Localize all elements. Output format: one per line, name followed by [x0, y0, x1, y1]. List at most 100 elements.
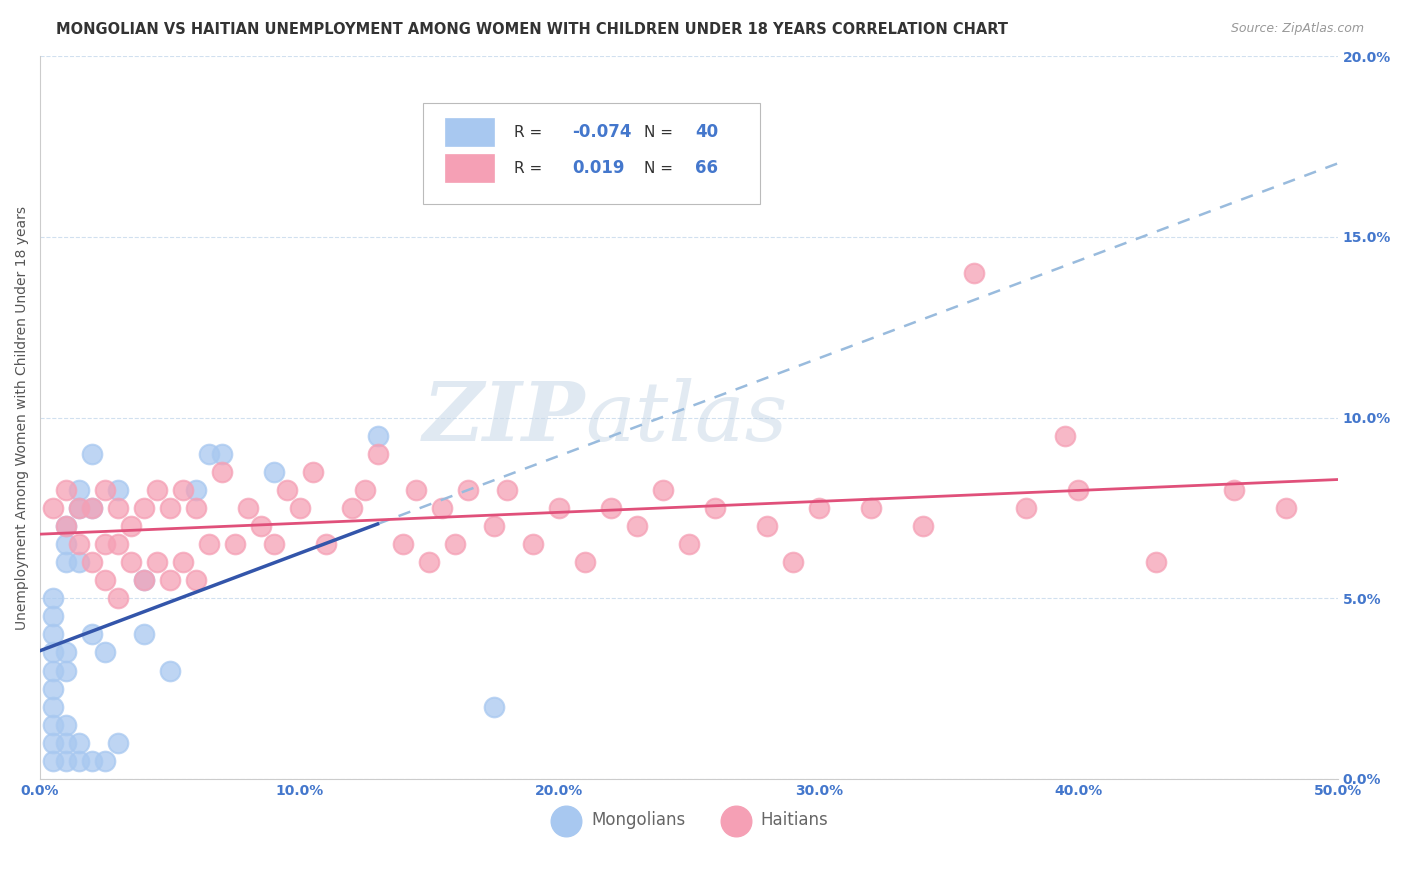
Text: Source: ZipAtlas.com: Source: ZipAtlas.com	[1230, 22, 1364, 36]
Point	[67, 555, 90, 569]
Point	[55, 645, 77, 659]
Text: MONGOLIAN VS HAITIAN UNEMPLOYMENT AMONG WOMEN WITH CHILDREN UNDER 18 YEARS CORRE: MONGOLIAN VS HAITIAN UNEMPLOYMENT AMONG …	[56, 22, 1008, 37]
Point	[55, 519, 77, 533]
Point	[67, 537, 90, 551]
Point	[263, 465, 285, 479]
Text: R =: R =	[513, 125, 547, 139]
Y-axis label: Unemployment Among Women with Children Under 18 years: Unemployment Among Women with Children U…	[15, 205, 30, 630]
Point	[55, 519, 77, 533]
Point	[107, 736, 129, 750]
Point	[184, 483, 207, 497]
Point	[755, 519, 778, 533]
Point	[42, 627, 65, 641]
Point	[366, 447, 388, 461]
Point	[80, 754, 103, 768]
Point	[548, 500, 571, 515]
Point	[249, 519, 271, 533]
Point	[42, 736, 65, 750]
Point	[159, 500, 181, 515]
Point	[600, 500, 623, 515]
Point	[132, 573, 155, 587]
Point	[55, 754, 77, 768]
Point	[366, 428, 388, 442]
Point	[172, 555, 194, 569]
Point	[159, 664, 181, 678]
Point	[484, 519, 506, 533]
Point	[678, 537, 700, 551]
Text: N =: N =	[644, 125, 678, 139]
Point	[42, 500, 65, 515]
Point	[55, 664, 77, 678]
Point	[1144, 555, 1167, 569]
Point	[340, 500, 363, 515]
Point	[457, 483, 479, 497]
Point	[94, 537, 117, 551]
Point	[574, 555, 596, 569]
Point	[80, 555, 103, 569]
Point	[55, 555, 77, 569]
Point	[42, 754, 65, 768]
FancyBboxPatch shape	[423, 103, 761, 204]
Point	[911, 519, 934, 533]
Point	[132, 500, 155, 515]
Point	[1067, 483, 1090, 497]
Point	[276, 483, 298, 497]
Text: R =: R =	[513, 161, 547, 176]
Point	[288, 500, 311, 515]
Point	[80, 447, 103, 461]
Text: 66: 66	[696, 159, 718, 178]
Point	[80, 627, 103, 641]
Point	[42, 699, 65, 714]
Point	[67, 754, 90, 768]
Point	[184, 573, 207, 587]
Text: N =: N =	[644, 161, 678, 176]
Point	[94, 483, 117, 497]
Point	[80, 500, 103, 515]
Point	[782, 555, 804, 569]
Point	[432, 500, 454, 515]
Point	[42, 664, 65, 678]
Point	[94, 573, 117, 587]
Point	[807, 500, 830, 515]
Point	[107, 537, 129, 551]
Point	[42, 591, 65, 606]
Point	[120, 555, 142, 569]
Point	[146, 555, 169, 569]
Text: atlas: atlas	[585, 377, 787, 458]
Point	[159, 573, 181, 587]
Point	[703, 500, 725, 515]
FancyBboxPatch shape	[444, 119, 495, 145]
Point	[198, 447, 221, 461]
Point	[1054, 428, 1077, 442]
Point	[172, 483, 194, 497]
Point	[42, 681, 65, 696]
Point	[184, 500, 207, 515]
Point	[42, 717, 65, 731]
Point	[522, 537, 544, 551]
Point	[80, 500, 103, 515]
FancyBboxPatch shape	[444, 154, 495, 182]
Point	[1223, 483, 1246, 497]
Text: ZIP: ZIP	[422, 377, 585, 458]
Point	[146, 483, 169, 497]
Text: -0.074: -0.074	[572, 123, 631, 141]
Point	[444, 537, 467, 551]
Point	[626, 519, 648, 533]
Point	[484, 699, 506, 714]
Text: 40: 40	[696, 123, 718, 141]
Point	[55, 736, 77, 750]
Legend: Mongolians, Haitians: Mongolians, Haitians	[543, 805, 835, 836]
Point	[67, 500, 90, 515]
Point	[107, 591, 129, 606]
Point	[42, 645, 65, 659]
Point	[94, 754, 117, 768]
Point	[236, 500, 259, 515]
Point	[55, 717, 77, 731]
Point	[315, 537, 337, 551]
Point	[418, 555, 440, 569]
Point	[392, 537, 415, 551]
Point	[211, 447, 233, 461]
Point	[132, 627, 155, 641]
Point	[107, 483, 129, 497]
Point	[120, 519, 142, 533]
